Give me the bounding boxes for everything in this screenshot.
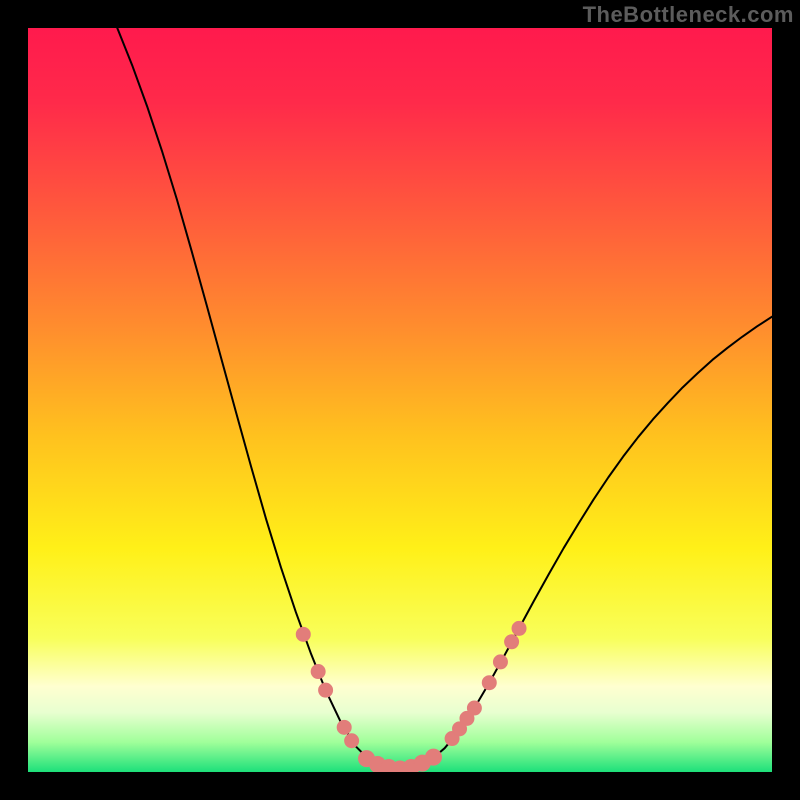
data-marker — [311, 665, 325, 679]
watermark-text: TheBottleneck.com — [583, 2, 794, 28]
data-marker — [337, 720, 351, 734]
data-marker — [296, 627, 310, 641]
data-marker — [345, 734, 359, 748]
data-marker — [512, 621, 526, 635]
bottleneck-chart — [28, 28, 772, 772]
data-marker — [482, 676, 496, 690]
data-marker — [319, 683, 333, 697]
data-marker — [467, 701, 481, 715]
data-marker — [493, 655, 507, 669]
gradient-background — [28, 28, 772, 772]
data-marker — [505, 635, 519, 649]
data-marker — [425, 749, 441, 765]
